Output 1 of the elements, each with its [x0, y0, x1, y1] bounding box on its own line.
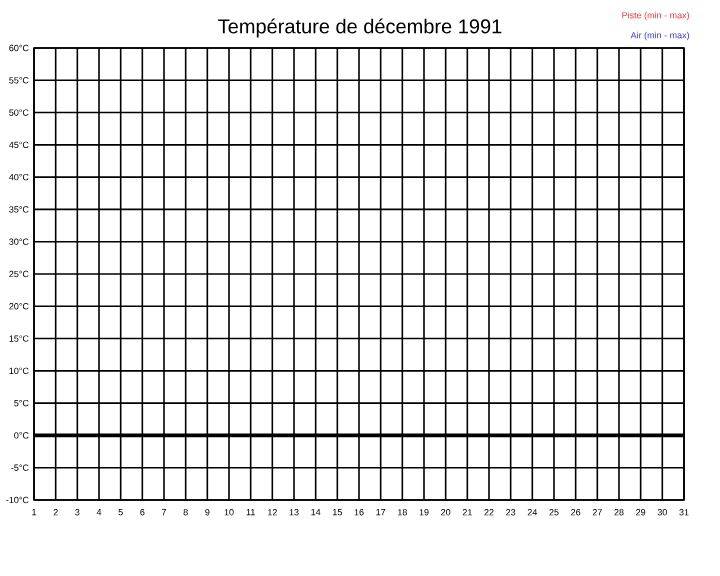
chart-title: Température de décembre 1991: [218, 18, 502, 38]
